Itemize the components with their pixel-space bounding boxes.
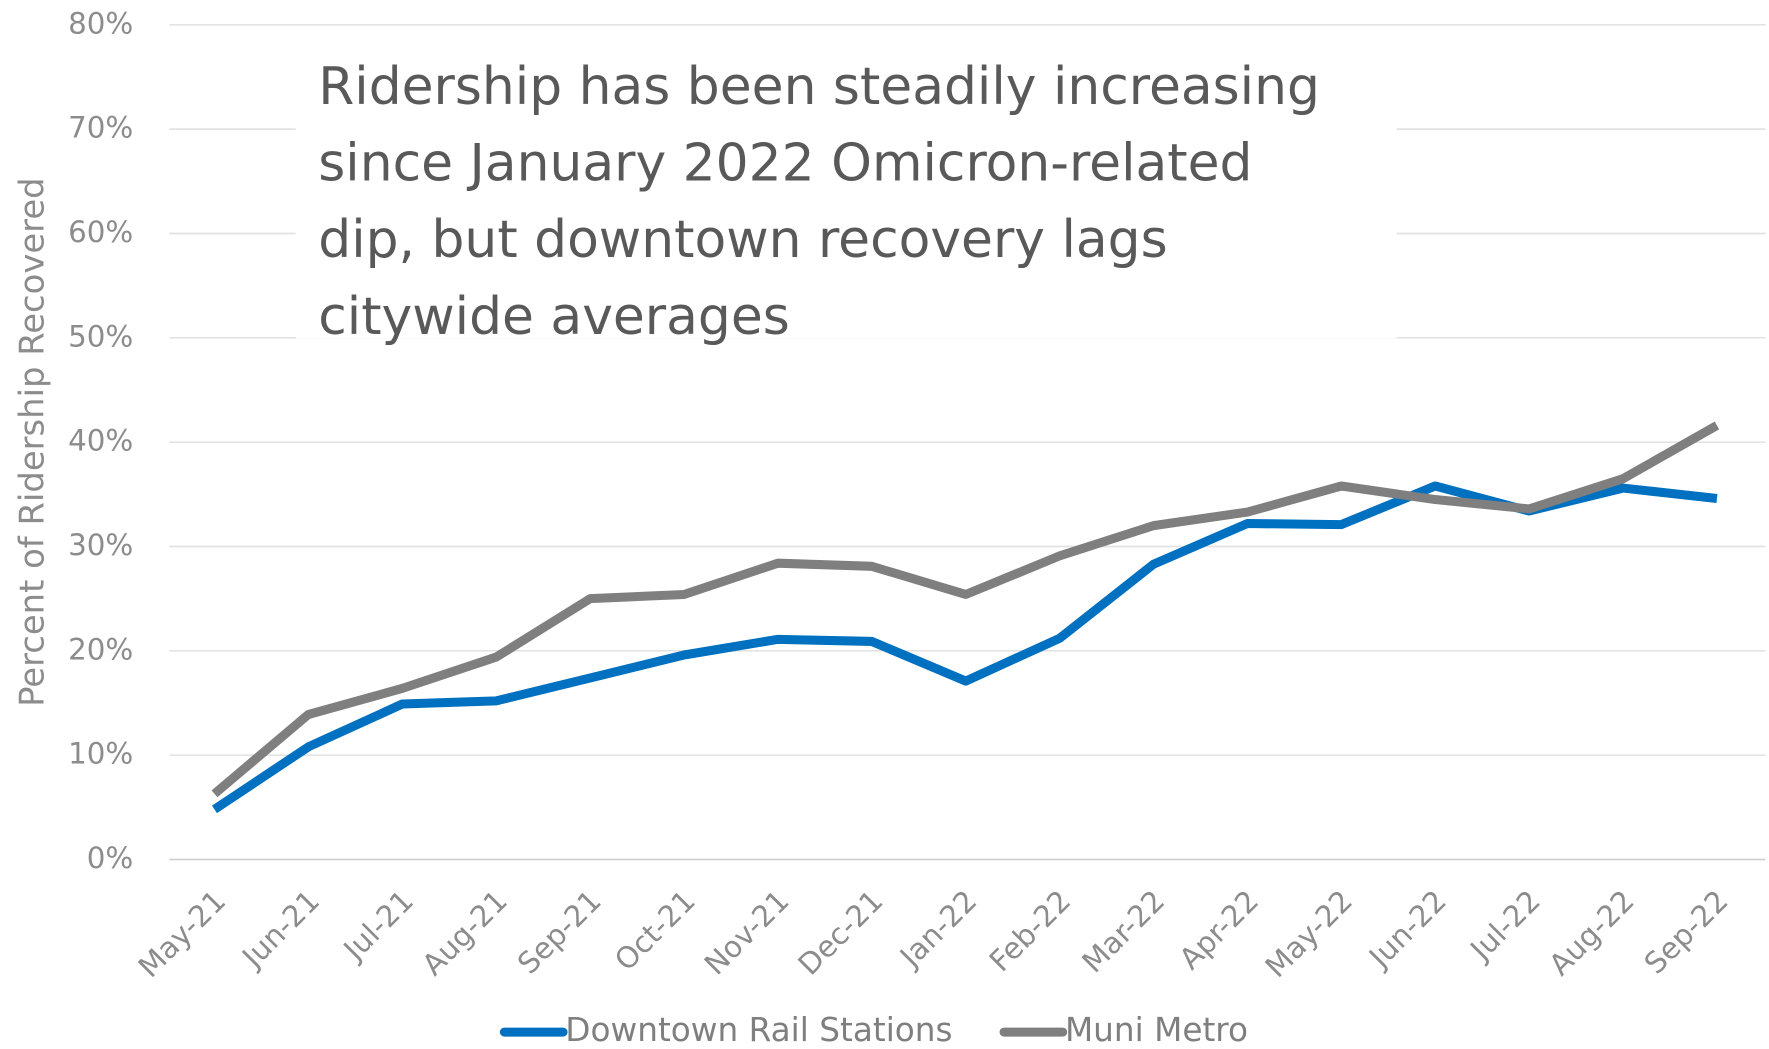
x-tick-label: May-22 xyxy=(1259,884,1359,984)
annotation: since January 2022 Omicron-related xyxy=(318,133,1252,193)
y-tick-label: 20% xyxy=(68,632,133,666)
annotation: Ridership has been steadily increasing xyxy=(318,57,1320,117)
y-tick-label: 10% xyxy=(68,737,133,771)
annotation-background xyxy=(295,31,1397,339)
legend-label: Downtown Rail Stations xyxy=(565,1011,952,1049)
x-tick-label: Jun-22 xyxy=(1361,884,1453,976)
x-tick-label: Apr-22 xyxy=(1173,884,1265,976)
x-tick-label: Feb-22 xyxy=(983,884,1078,979)
x-tick-label: Jun-21 xyxy=(234,884,326,976)
legend-label: Muni Metro xyxy=(1065,1011,1248,1049)
x-tick-label: Dec-21 xyxy=(792,884,890,982)
y-axis-label: Percent of Ridership Recovered xyxy=(13,177,52,707)
annotation: citywide averages xyxy=(318,287,790,347)
y-tick-label: 70% xyxy=(68,111,133,145)
x-tick-label: Nov-21 xyxy=(698,884,796,982)
y-tick-label: 80% xyxy=(68,6,133,40)
y-tick-label: 30% xyxy=(68,528,133,562)
y-tick-label: 40% xyxy=(68,424,133,458)
x-tick-label: Sep-21 xyxy=(511,884,608,981)
series-line xyxy=(211,481,1718,814)
x-tick-label: May-21 xyxy=(132,884,232,984)
annotation: dip, but downtown recovery lags xyxy=(318,210,1167,270)
x-tick-label: Oct-21 xyxy=(608,884,702,978)
x-tick-label: Jul-22 xyxy=(1463,884,1547,968)
y-tick-label: 0% xyxy=(87,841,134,875)
x-tick-label: Aug-21 xyxy=(416,884,514,982)
x-tick-label: Mar-22 xyxy=(1076,884,1172,980)
x-tick-label: Jul-21 xyxy=(336,884,420,968)
x-tick-label: Sep-22 xyxy=(1638,884,1735,981)
x-tick-label: Aug-22 xyxy=(1542,884,1640,982)
y-tick-label: 50% xyxy=(68,319,133,353)
y-tick-label: 60% xyxy=(68,215,133,249)
x-tick-label: Jan-22 xyxy=(892,884,983,975)
series-line xyxy=(211,421,1720,798)
